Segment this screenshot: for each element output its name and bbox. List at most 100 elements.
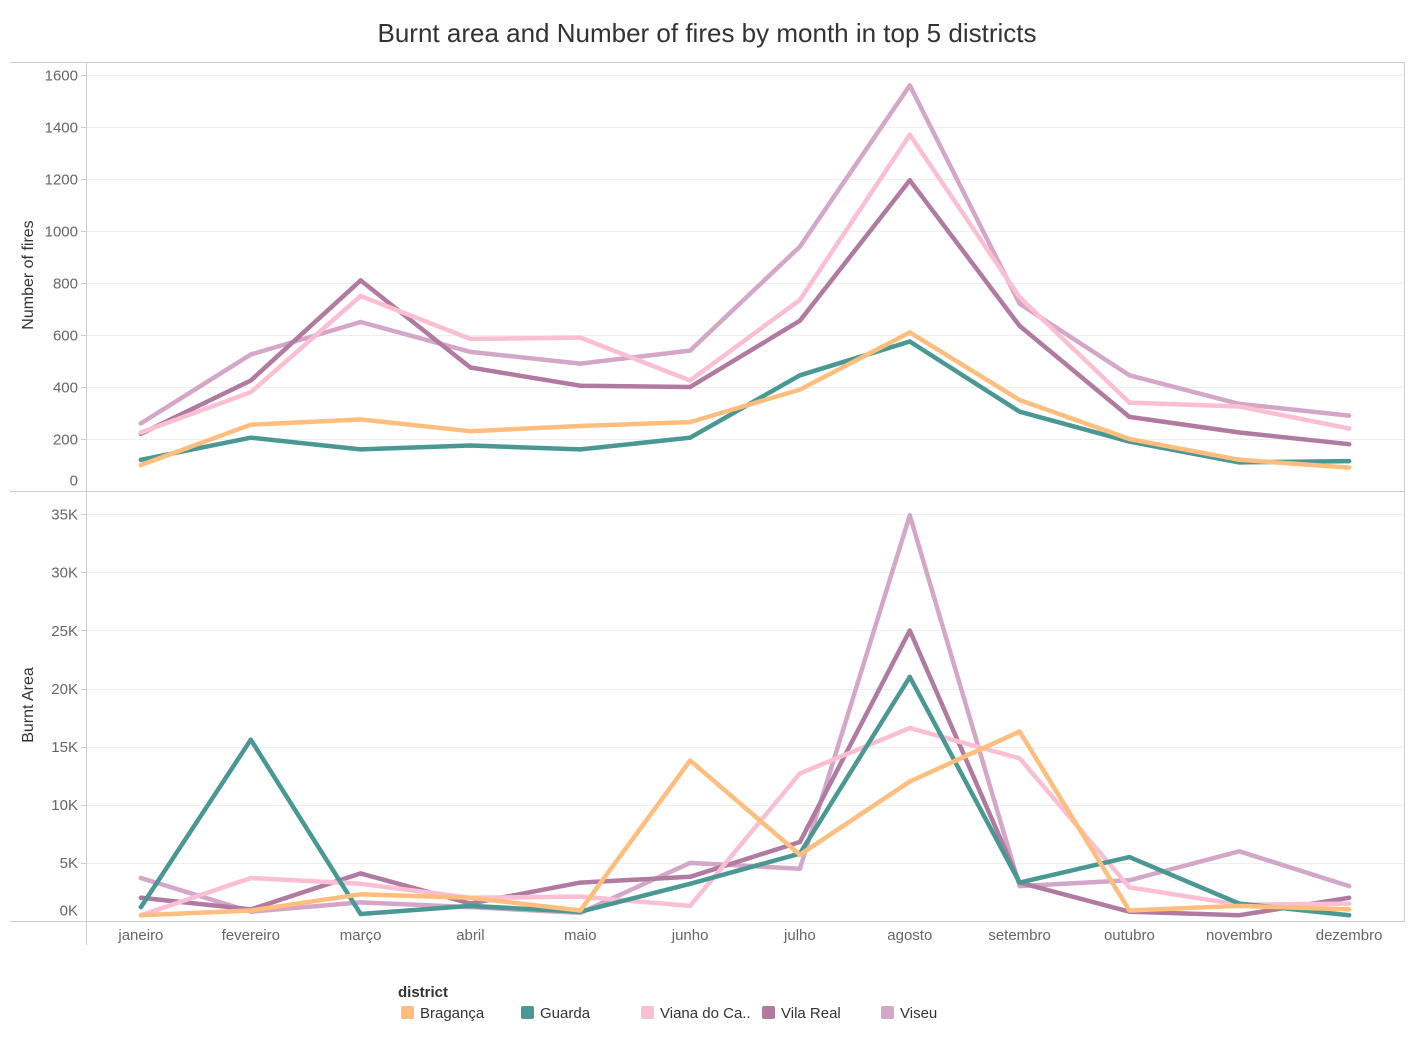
point-viseu-number-of-fires-julho[interactable]	[797, 244, 803, 249]
legend-item-vila-real[interactable]: Vila Real	[762, 1005, 841, 1022]
point-viana-do-ca-burnt-area-julho[interactable]	[797, 771, 803, 776]
point-braganca-burnt-area-setembro[interactable]	[1017, 729, 1022, 734]
point-guarda-number-of-fires-dezembro[interactable]	[1346, 458, 1352, 464]
point-viana-do-ca-number-of-fires-marco[interactable]	[358, 293, 363, 299]
point-viana-do-ca-burnt-area-outubro[interactable]	[1127, 885, 1132, 890]
point-guarda-number-of-fires-janeiro[interactable]	[138, 457, 144, 462]
point-viana-do-ca-number-of-fires-dezembro[interactable]	[1346, 426, 1352, 431]
point-viana-do-ca-number-of-fires-junho[interactable]	[687, 378, 693, 383]
point-vila-real-number-of-fires-setembro[interactable]	[1017, 323, 1022, 329]
point-viana-do-ca-number-of-fires-outubro[interactable]	[1127, 400, 1132, 405]
point-braganca-burnt-area-maio[interactable]	[578, 908, 583, 913]
line-braganca-number-of-fires[interactable]	[138, 330, 1352, 470]
line-vila-real-number-of-fires[interactable]	[138, 178, 1352, 447]
point-vila-real-number-of-fires-fevereiro[interactable]	[248, 378, 253, 383]
point-guarda-number-of-fires-junho[interactable]	[687, 435, 693, 440]
point-braganca-number-of-fires-junho[interactable]	[687, 419, 693, 425]
point-braganca-number-of-fires-janeiro[interactable]	[138, 462, 144, 468]
point-vila-real-burnt-area-junho[interactable]	[687, 874, 693, 879]
point-braganca-number-of-fires-setembro[interactable]	[1017, 397, 1022, 403]
point-braganca-burnt-area-junho[interactable]	[687, 758, 693, 763]
point-guarda-burnt-area-dezembro[interactable]	[1346, 913, 1352, 918]
point-viseu-number-of-fires-agosto[interactable]	[907, 83, 912, 88]
point-vila-real-burnt-area-marco[interactable]	[358, 871, 363, 876]
point-guarda-burnt-area-outubro[interactable]	[1127, 854, 1132, 860]
point-viana-do-ca-burnt-area-maio[interactable]	[578, 894, 583, 899]
point-guarda-burnt-area-agosto[interactable]	[907, 674, 912, 680]
point-viseu-number-of-fires-dezembro[interactable]	[1346, 413, 1352, 418]
point-braganca-number-of-fires-fevereiro[interactable]	[248, 422, 253, 427]
point-viana-do-ca-number-of-fires-abril[interactable]	[468, 336, 473, 342]
line-viseu-burnt-area[interactable]	[138, 513, 1352, 916]
point-braganca-burnt-area-janeiro[interactable]	[138, 913, 144, 918]
point-vila-real-number-of-fires-junho[interactable]	[687, 384, 693, 390]
point-braganca-burnt-area-marco[interactable]	[358, 892, 363, 897]
point-vila-real-burnt-area-julho[interactable]	[797, 839, 803, 845]
point-guarda-burnt-area-janeiro[interactable]	[138, 904, 144, 910]
point-braganca-number-of-fires-outubro[interactable]	[1127, 436, 1132, 442]
point-viseu-number-of-fires-janeiro[interactable]	[138, 421, 144, 426]
point-vila-real-number-of-fires-abril[interactable]	[468, 365, 473, 370]
line-guarda-burnt-area[interactable]	[138, 674, 1352, 918]
point-viana-do-ca-burnt-area-marco[interactable]	[358, 881, 363, 886]
point-guarda-number-of-fires-setembro[interactable]	[1017, 409, 1022, 414]
point-viana-do-ca-number-of-fires-agosto[interactable]	[907, 132, 912, 137]
point-guarda-number-of-fires-fevereiro[interactable]	[248, 435, 253, 440]
point-vila-real-number-of-fires-agosto[interactable]	[907, 178, 912, 183]
point-viana-do-ca-burnt-area-setembro[interactable]	[1017, 756, 1022, 761]
point-braganca-number-of-fires-marco[interactable]	[358, 417, 363, 422]
point-vila-real-burnt-area-dezembro[interactable]	[1346, 895, 1352, 900]
legend-item-braganca[interactable]: Bragança	[401, 1005, 485, 1022]
point-viseu-burnt-area-marco[interactable]	[358, 900, 363, 905]
point-vila-real-number-of-fires-outubro[interactable]	[1127, 414, 1132, 420]
point-vila-real-number-of-fires-marco[interactable]	[358, 278, 363, 283]
line-viseu-number-of-fires[interactable]	[138, 83, 1352, 426]
point-viseu-number-of-fires-marco[interactable]	[358, 319, 363, 325]
legend-item-guarda[interactable]: Guarda	[521, 1005, 591, 1022]
point-viana-do-ca-number-of-fires-janeiro[interactable]	[138, 430, 144, 435]
point-guarda-number-of-fires-marco[interactable]	[358, 447, 363, 452]
point-viseu-number-of-fires-junho[interactable]	[687, 348, 693, 353]
point-braganca-number-of-fires-abril[interactable]	[468, 429, 473, 434]
point-viseu-burnt-area-agosto[interactable]	[907, 513, 912, 518]
point-viseu-burnt-area-novembro[interactable]	[1237, 849, 1242, 854]
point-viseu-number-of-fires-outubro[interactable]	[1127, 373, 1132, 378]
point-viana-do-ca-number-of-fires-novembro[interactable]	[1237, 404, 1242, 409]
point-braganca-number-of-fires-dezembro[interactable]	[1346, 465, 1352, 470]
line-vila-real-burnt-area[interactable]	[138, 628, 1352, 918]
point-viana-do-ca-number-of-fires-fevereiro[interactable]	[248, 390, 253, 395]
point-braganca-burnt-area-agosto[interactable]	[907, 779, 912, 784]
point-braganca-burnt-area-julho[interactable]	[797, 852, 803, 857]
point-vila-real-number-of-fires-julho[interactable]	[797, 318, 803, 323]
point-guarda-number-of-fires-maio[interactable]	[578, 447, 583, 452]
point-viana-do-ca-burnt-area-dezembro[interactable]	[1346, 901, 1352, 906]
point-viana-do-ca-burnt-area-agosto[interactable]	[907, 725, 912, 731]
point-vila-real-burnt-area-maio[interactable]	[578, 880, 583, 885]
point-vila-real-number-of-fires-dezembro[interactable]	[1346, 442, 1352, 447]
point-vila-real-number-of-fires-novembro[interactable]	[1237, 430, 1242, 435]
point-viseu-burnt-area-dezembro[interactable]	[1346, 883, 1352, 889]
line-braganca-burnt-area[interactable]	[138, 729, 1352, 918]
point-braganca-burnt-area-outubro[interactable]	[1127, 908, 1132, 913]
point-braganca-burnt-area-novembro[interactable]	[1237, 903, 1242, 909]
point-braganca-burnt-area-dezembro[interactable]	[1346, 907, 1352, 912]
point-viseu-burnt-area-junho[interactable]	[687, 860, 693, 866]
point-braganca-burnt-area-fevereiro[interactable]	[248, 908, 253, 913]
point-viana-do-ca-number-of-fires-setembro[interactable]	[1017, 295, 1022, 300]
point-braganca-burnt-area-abril[interactable]	[468, 895, 473, 900]
point-braganca-number-of-fires-agosto[interactable]	[907, 330, 912, 335]
point-viana-do-ca-burnt-area-junho[interactable]	[687, 903, 693, 909]
point-braganca-number-of-fires-novembro[interactable]	[1237, 457, 1242, 462]
line-viana-do-ca-number-of-fires[interactable]	[138, 132, 1352, 435]
point-viana-do-ca-number-of-fires-maio[interactable]	[578, 335, 583, 340]
point-viseu-number-of-fires-maio[interactable]	[578, 361, 583, 366]
point-vila-real-number-of-fires-maio[interactable]	[578, 383, 583, 388]
point-viana-do-ca-burnt-area-fevereiro[interactable]	[248, 875, 253, 881]
point-guarda-number-of-fires-julho[interactable]	[797, 373, 803, 378]
point-guarda-burnt-area-fevereiro[interactable]	[248, 737, 253, 742]
point-viseu-burnt-area-outubro[interactable]	[1127, 878, 1132, 883]
point-guarda-number-of-fires-abril[interactable]	[468, 443, 473, 448]
point-guarda-burnt-area-abril[interactable]	[468, 903, 473, 909]
point-vila-real-burnt-area-agosto[interactable]	[907, 628, 912, 633]
point-vila-real-burnt-area-janeiro[interactable]	[138, 895, 144, 900]
